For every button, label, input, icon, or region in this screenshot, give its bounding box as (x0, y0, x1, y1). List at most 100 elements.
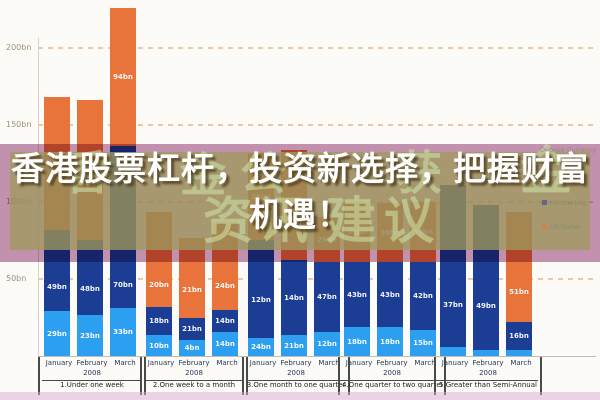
bar-segment-dark (377, 262, 403, 327)
bar-value-label: 18bn (380, 337, 400, 346)
y-tick-label: 50bn (6, 274, 27, 283)
month-label: March (414, 359, 436, 367)
bar-value-label: 49bn (47, 282, 67, 291)
bar-value-label: 14bn (215, 317, 235, 325)
legend-title: Deposit Currency (540, 146, 597, 154)
bar-segment-light (146, 335, 172, 356)
bar-segment-light (410, 330, 436, 356)
bar-value-label: 14bn (215, 340, 235, 348)
bar-segment-dark (179, 318, 205, 340)
bar-value-label: 24bn (215, 282, 235, 290)
bar-segment-light (179, 340, 205, 356)
bar-value-label: 4bn (184, 344, 200, 352)
bar-segment-light (110, 308, 136, 356)
month-label: January (345, 359, 373, 367)
y-tick-label: 150bn (6, 120, 32, 129)
bar-value-label: 49bn (476, 302, 496, 310)
bar-segment-dark (410, 262, 436, 330)
faded-character: 讯 (258, 192, 308, 250)
month-label: January (441, 359, 469, 367)
axis-group-cell: January February March 2008 5.Greater than S… (434, 357, 542, 395)
bar-segment-dark (146, 307, 172, 335)
axis-group-cell: January February March 2008 4.One quarter to… (338, 357, 446, 395)
month-label: February (76, 359, 108, 367)
bar-value-label: 21bn (182, 286, 202, 294)
month-label: March (318, 359, 340, 367)
bar-segment-dark (344, 262, 370, 327)
axis-group-cell: January February March 2008 3.One month to o… (242, 357, 350, 395)
gridline (38, 124, 596, 126)
month-label: February (280, 359, 312, 367)
bar-value-label: 33bn (113, 328, 133, 336)
bar-value-label: 12bn (317, 340, 337, 348)
bar-segment-light (77, 315, 103, 356)
faded-character: 获 (396, 146, 442, 200)
year-label: 2008 (185, 369, 203, 377)
gridline (38, 47, 596, 49)
year-label: 2008 (83, 369, 101, 377)
bar-value-label: 12bn (251, 296, 271, 304)
faded-character: 建 (326, 192, 376, 250)
axis-group-cell: January February March 2008 1.Under one week (38, 357, 146, 395)
bar-value-label: 14bn (284, 293, 304, 302)
legend: Deposit Currency UK Sterling US Dollar (540, 146, 598, 231)
faded-character: 香 (64, 146, 110, 200)
legend-bullet (542, 200, 547, 205)
bar-value-label: 51bn (509, 288, 529, 296)
bar-segment-light (473, 350, 499, 356)
bar-segment-dark (506, 322, 532, 350)
month-label: January (147, 359, 175, 367)
legend-bullet (542, 224, 547, 229)
overlay-olive-band (10, 152, 590, 250)
bar-value-label: 47bn (317, 293, 337, 301)
bar-segment-light (212, 332, 238, 356)
bar-value-label: 43bn (380, 290, 400, 299)
bar-segment-light (440, 347, 466, 356)
bar-segment-dark (314, 262, 340, 332)
bar-segment-dark (212, 310, 238, 332)
faded-character: 议 (384, 192, 434, 250)
axis-group-cell: January February March 2008 2.One week to a … (140, 357, 248, 395)
month-label: March (114, 359, 136, 367)
maturity-group-label: 1.Under one week (42, 380, 142, 394)
month-label: March (216, 359, 238, 367)
legend-item: UK Sterling (542, 199, 586, 207)
maturity-group-label: 4.One quarter to two quarters (342, 380, 442, 394)
bar-value-label: 21bn (284, 341, 304, 350)
maturity-group-label: 5.Greater than Semi-Annual (438, 380, 538, 394)
faded-character: 金 (520, 142, 573, 202)
headline-line2: 机遇！ (249, 195, 351, 234)
maturity-group-label: 3.One month to one quarter (246, 380, 346, 394)
y-tick-label: 200bn (6, 43, 32, 52)
bar-value-label: 24bn (251, 343, 271, 351)
faded-character: 公 (240, 146, 286, 200)
legend-item: US Dollar (542, 223, 580, 231)
year-label: 2008 (287, 369, 305, 377)
bar-value-label: 15bn (413, 339, 433, 347)
month-label: February (472, 359, 504, 367)
month-label: January (249, 359, 277, 367)
year-label: 2008 (383, 369, 401, 377)
bar-segment-dark (281, 260, 307, 335)
bar-value-label: 37bn (443, 300, 463, 309)
bar-value-label: 70bn (113, 281, 133, 289)
legend-item-label: US Dollar (550, 223, 581, 231)
faded-character: 金 (180, 148, 226, 202)
headline-line1: 香港股票杠杆，投资新选择，把握财富 (11, 149, 589, 188)
bar-value-label: 48bn (80, 284, 100, 293)
bar-value-label: 43bn (347, 290, 367, 299)
month-label: February (178, 359, 210, 367)
bar-segment-orange (110, 8, 136, 146)
x-axis-line (38, 356, 596, 357)
bar-segment-light (377, 327, 403, 356)
bar-value-label: 18bn (149, 317, 169, 325)
month-label: March (510, 359, 532, 367)
year-label: 2008 (479, 369, 497, 377)
bar-value-label: 18bn (347, 337, 367, 346)
bar-value-label: 10bn (149, 341, 169, 350)
faded-character: 资 (203, 192, 253, 250)
bar-segment-light (248, 338, 274, 356)
month-label: January (45, 359, 73, 367)
bar-value-label: 20bn (149, 280, 169, 289)
